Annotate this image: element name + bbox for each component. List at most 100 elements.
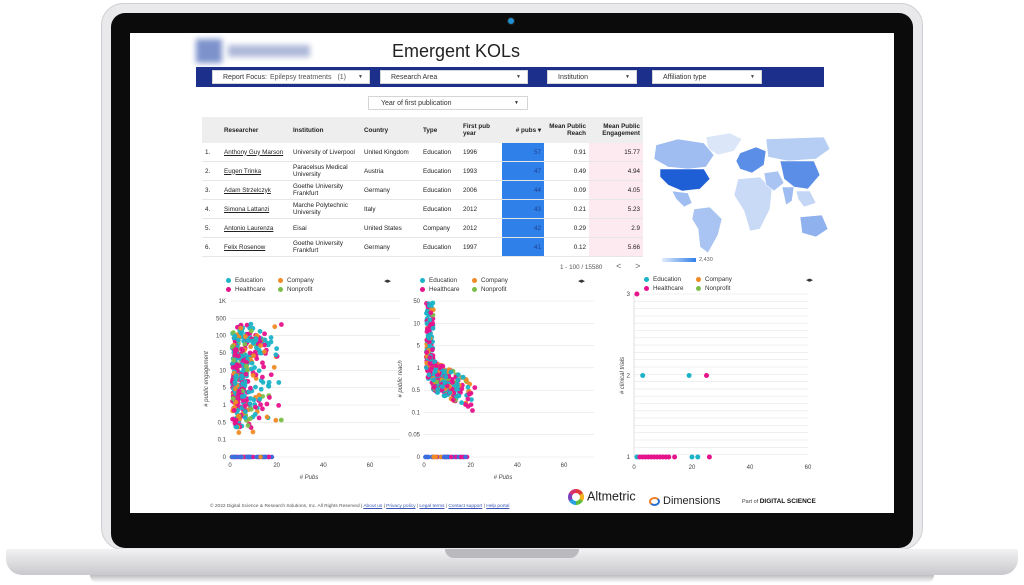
footer-link-privacy[interactable]: Privacy policy: [386, 504, 416, 509]
col-reach-header[interactable]: Mean Public Reach: [544, 117, 589, 143]
scatter-point: [426, 303, 432, 308]
cell-reach: 0.12: [544, 237, 589, 257]
legend-page-nav[interactable]: ◂▸: [384, 278, 392, 285]
scatter-point: [438, 363, 444, 369]
legend-company[interactable]: Company: [278, 277, 314, 284]
legend-page-nav[interactable]: ◂▸: [578, 278, 586, 285]
scatter-point: [276, 403, 282, 408]
scatter-point: [251, 353, 256, 359]
scatter-point: [235, 413, 241, 419]
legend-healthcare[interactable]: Healthcare: [644, 285, 683, 292]
x-axis-label: # Pubs: [494, 475, 513, 481]
cell-type: Company: [420, 218, 460, 238]
cell-researcher[interactable]: Adam Strzelczyk: [221, 180, 290, 200]
affiliation-type-label: Affiliation type: [663, 74, 707, 81]
scatter-point: [242, 403, 248, 409]
table-row[interactable]: 6. Felix Rosenow Goethe University Frankfu…: [202, 237, 643, 257]
scatter-point: [236, 391, 241, 397]
y-tick-label: 0.5: [412, 388, 421, 394]
engagement-scatter-chart: Education Company Healthcare Nonprofit ◂▸ 0 0.…: [196, 273, 416, 483]
scatter-point: [247, 401, 253, 407]
footer-link-contact[interactable]: Contact support: [448, 504, 483, 509]
table-row[interactable]: 3. Adam Strzelczyk Goethe University Frank…: [202, 180, 643, 200]
map-india: [781, 186, 795, 206]
y-tick-label: 1: [223, 403, 227, 409]
scatter-point: [432, 384, 437, 390]
col-type-header[interactable]: Type: [420, 117, 460, 143]
cell-researcher[interactable]: Eugen Trinka: [221, 161, 290, 181]
scatter-point: [427, 361, 433, 367]
legend-education[interactable]: Education: [644, 276, 681, 283]
y-tick-label: 2: [627, 374, 631, 380]
research-area-dropdown[interactable]: Research Area ▼: [380, 70, 528, 84]
next-page-button[interactable]: >: [635, 261, 641, 271]
legend-healthcare[interactable]: Healthcare: [420, 286, 459, 293]
digital-science-logo[interactable]: Part of DIGITAL SCIENCE: [742, 498, 816, 505]
x-tick-label: 60: [367, 463, 374, 469]
y-tick-label: 500: [216, 316, 227, 322]
prev-page-button[interactable]: <: [616, 261, 622, 271]
col-first-pub-year-header[interactable]: First pub year: [460, 117, 502, 143]
legend-education[interactable]: Education: [226, 277, 263, 284]
col-rank-header: [202, 117, 221, 143]
scatter-point: [454, 384, 460, 389]
webcam-icon: [508, 18, 514, 24]
y-tick-label: 5: [223, 386, 227, 392]
legend-healthcare[interactable]: Healthcare: [226, 286, 265, 293]
footer-link-legal[interactable]: Legal terms: [419, 504, 445, 509]
x-axis-label: # Pubs: [300, 475, 319, 481]
scatter-point: [247, 416, 253, 421]
scatter-point: [448, 369, 454, 375]
world-map[interactable]: [648, 129, 832, 257]
y-tick-label: 50: [413, 299, 420, 305]
table-row[interactable]: 5. Antonio Laurenza Eisai United States Comp…: [202, 218, 643, 238]
scatter-point: [273, 417, 279, 423]
pagination-range: 1 - 100 / 15580: [560, 264, 603, 271]
legend-label: Company: [705, 276, 732, 283]
scatter-point: [260, 379, 266, 385]
affiliation-type-dropdown[interactable]: Affiliation type ▼: [652, 70, 762, 84]
legend-nonprofit[interactable]: Nonprofit: [278, 286, 313, 293]
cell-researcher[interactable]: Anthony Guy Marson: [221, 143, 290, 162]
cell-researcher[interactable]: Antonio Laurenza: [221, 218, 290, 238]
scatter-point: [427, 317, 433, 323]
scatter-point: [423, 454, 428, 460]
institution-dropdown[interactable]: Institution ▼: [547, 70, 637, 84]
legend-label: Education: [235, 277, 264, 284]
scatter-point: [233, 364, 239, 370]
scatter-point: [262, 331, 267, 337]
col-engagement-header[interactable]: Mean Public Engagement: [589, 117, 643, 143]
report-focus-dropdown[interactable]: Report Focus: Epilepsy treatments (1) ▼: [212, 70, 370, 84]
legend-nonprofit[interactable]: Nonprofit: [696, 285, 731, 292]
altmetric-logo[interactable]: Altmetric: [568, 489, 636, 505]
table-row[interactable]: 1. Anthony Guy Marson University of Liverp…: [202, 143, 643, 162]
institution-label: Institution: [558, 74, 588, 81]
col-pubs-header[interactable]: # pubs ▾: [502, 117, 544, 143]
year-first-publication-dropdown[interactable]: Year of first publication ▼: [368, 96, 528, 110]
research-area-label: Research Area: [391, 74, 438, 81]
footer-link-help[interactable]: Help portal: [486, 504, 510, 509]
scatter-point: [442, 454, 447, 460]
legend-company[interactable]: Company: [696, 276, 732, 283]
legend-nonprofit[interactable]: Nonprofit: [472, 286, 507, 293]
scatter-point: [253, 336, 259, 342]
legend-education[interactable]: Education: [420, 277, 457, 284]
legend-company[interactable]: Company: [472, 277, 508, 284]
footer-link-about[interactable]: About us: [363, 504, 383, 509]
col-institution-header[interactable]: Institution: [290, 117, 361, 143]
cell-researcher[interactable]: Felix Rosenow: [221, 237, 290, 257]
table-row[interactable]: 2. Eugen Trinka Paracelsus Medical Univers…: [202, 161, 643, 181]
scatter-point: [257, 328, 263, 334]
scatter-point: [244, 368, 250, 373]
col-researcher-header[interactable]: Researcher: [221, 117, 290, 143]
dimensions-logo[interactable]: Dimensions: [649, 495, 720, 507]
scatter-point: [243, 334, 248, 339]
col-pubs-label: # pubs: [515, 126, 537, 134]
legend-page-nav[interactable]: ◂▸: [806, 277, 814, 284]
cell-researcher[interactable]: Simona Lattanzi: [221, 199, 290, 219]
scatter-point: [264, 401, 270, 407]
cell-institution: Paracelsus Medical University: [290, 161, 361, 181]
table-body: 1. Anthony Guy Marson University of Liverp…: [202, 143, 643, 257]
col-country-header[interactable]: Country: [361, 117, 420, 143]
table-row[interactable]: 4. Simona Lattanzi Marche Polytechnic Univ…: [202, 199, 643, 219]
